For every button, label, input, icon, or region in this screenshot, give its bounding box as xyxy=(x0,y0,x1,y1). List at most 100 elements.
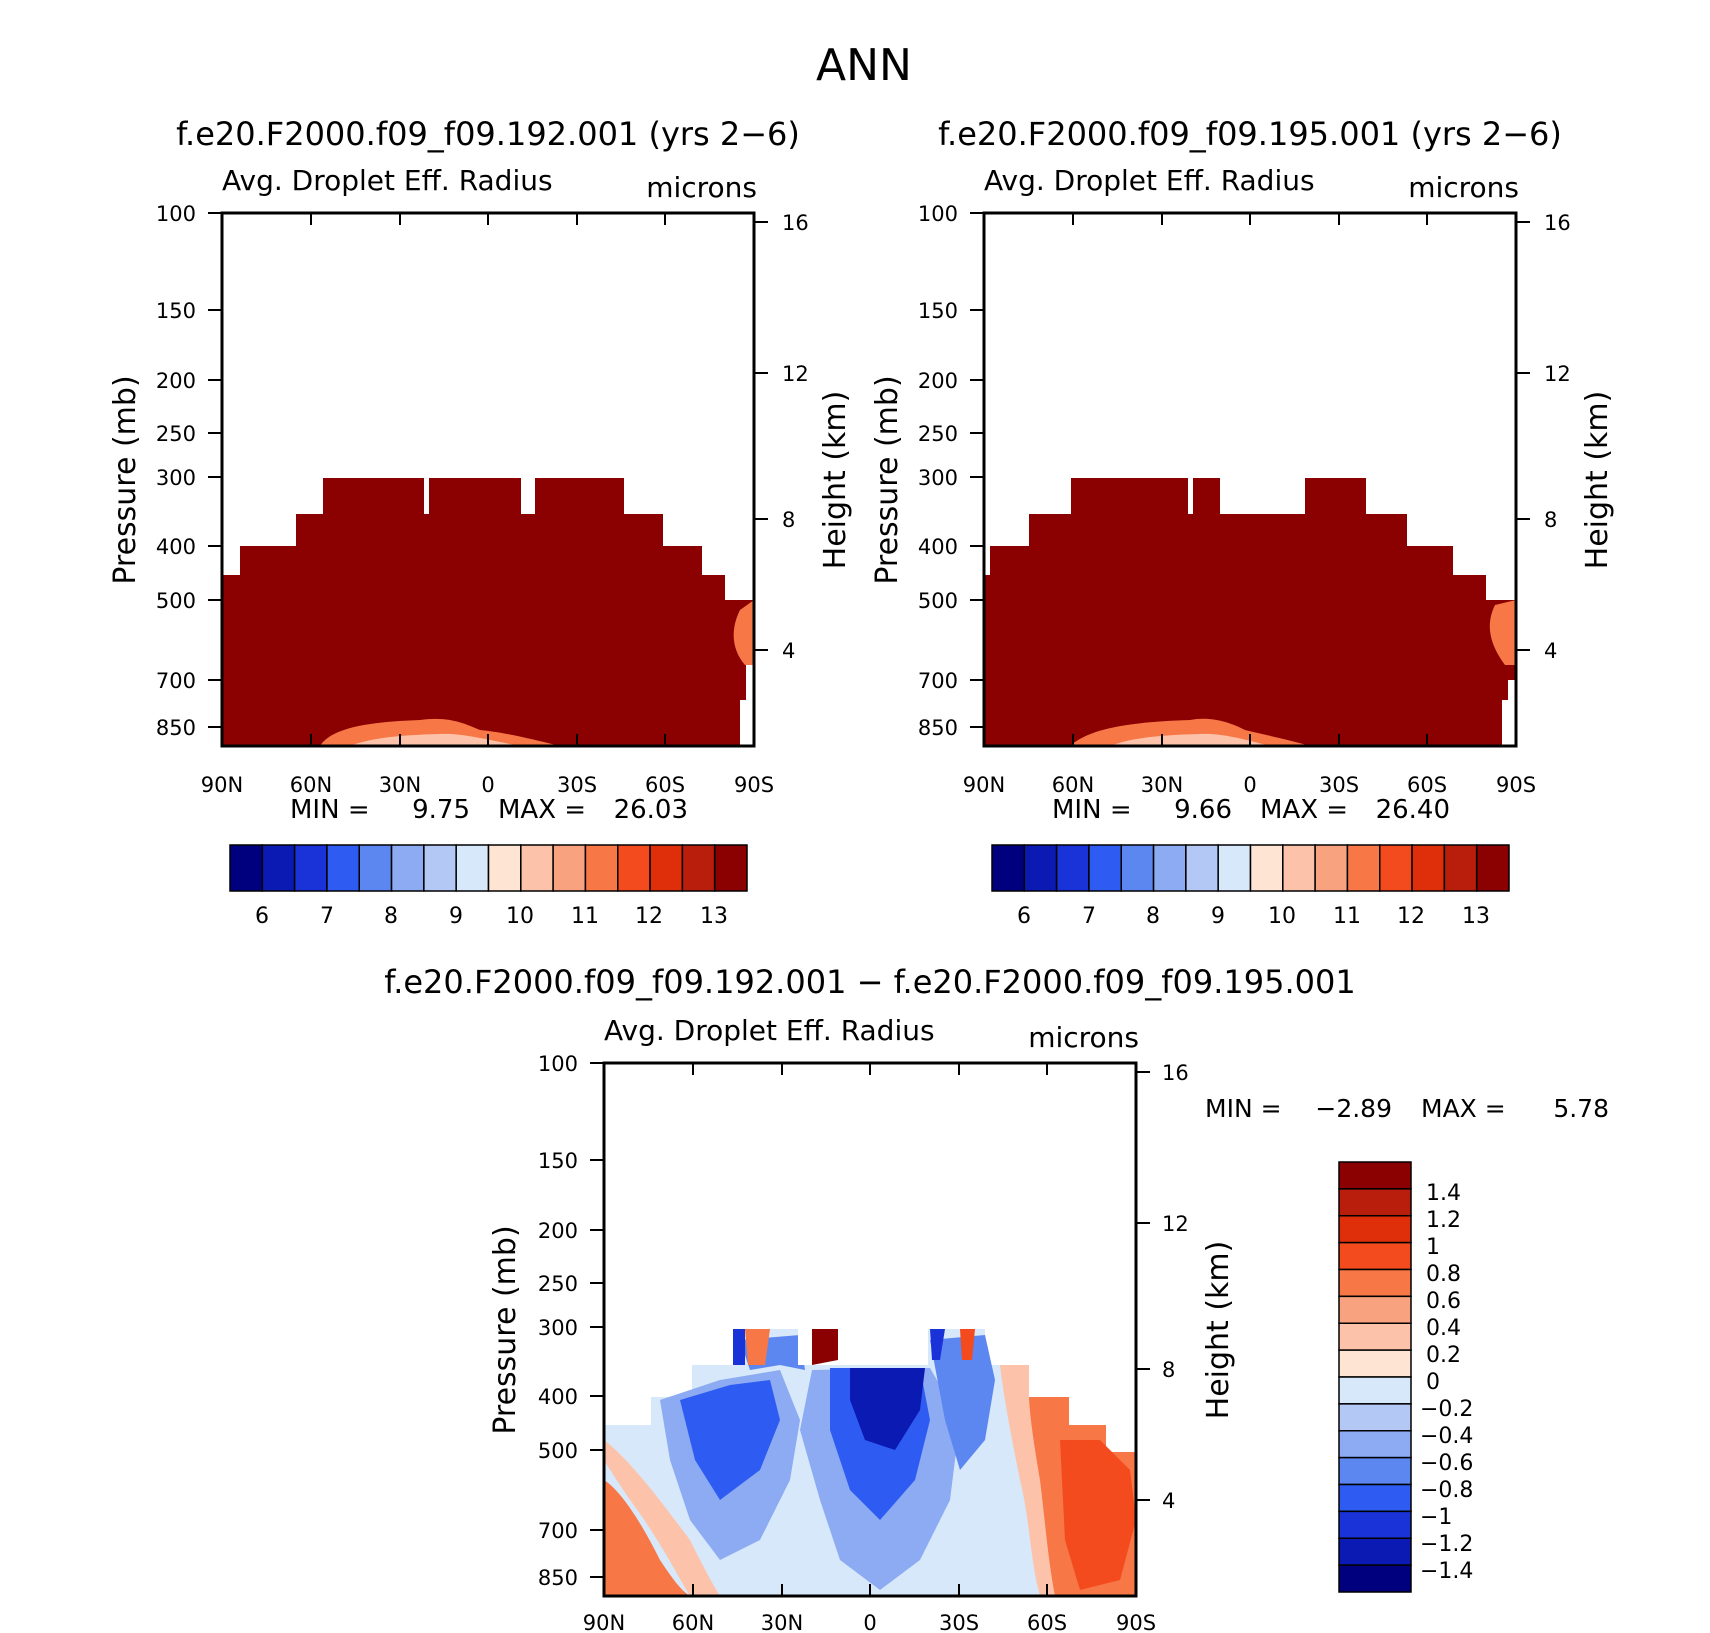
variable-label: Avg. Droplet Eff. Radius xyxy=(604,1014,935,1047)
colorbar-label: −0.2 xyxy=(1420,1397,1473,1422)
y-tick: 100 xyxy=(156,202,196,226)
colorbar-label: 13 xyxy=(1462,904,1490,929)
x-tick: 30S xyxy=(1319,773,1359,797)
colorbar xyxy=(1338,1161,1412,1593)
y-tick: 300 xyxy=(538,1316,578,1340)
colorbar xyxy=(229,844,748,892)
y-axis-label: Pressure (mb) xyxy=(488,1225,523,1434)
colorbar-swatch xyxy=(1338,1510,1412,1539)
units-label: microns xyxy=(1408,171,1519,204)
x-tick: 90N xyxy=(201,773,243,797)
edge-shading xyxy=(1489,600,1516,665)
x-tick-labels: 90N 60N 30N 0 30S 60S 90S xyxy=(583,1611,1156,1633)
x-tick: 60N xyxy=(1052,773,1094,797)
colorbar-label: 12 xyxy=(635,904,663,929)
y-tick: 400 xyxy=(156,535,196,559)
panel-diff: f.e20.F2000.f09_f09.192.001 − f.e20.F200… xyxy=(384,963,1609,1633)
max-value: 26.40 xyxy=(1376,795,1450,825)
figure-title: ANN xyxy=(816,40,912,91)
colorbar-swatch xyxy=(1379,844,1413,892)
y2-tick: 12 xyxy=(782,362,809,386)
colorbar-swatch xyxy=(1338,1483,1412,1513)
colorbar-swatch xyxy=(649,844,684,892)
y-tick: 500 xyxy=(918,589,958,613)
x-ticks xyxy=(310,213,666,746)
y-tick-labels: 100 150 200 250 300 400 500 700 850 xyxy=(156,202,196,740)
y2-tick: 12 xyxy=(1544,362,1571,386)
min-label: MIN = xyxy=(290,795,370,825)
colorbar-label: 7 xyxy=(1082,904,1096,929)
x-tick: 30S xyxy=(557,773,597,797)
colorbar-label: 9 xyxy=(449,904,463,929)
panel-title: f.e20.F2000.f09_f09.192.001 (yrs 2−6) xyxy=(176,115,800,153)
max-label: MAX = xyxy=(498,795,586,825)
max-label: MAX = xyxy=(1260,795,1348,825)
diff-top-spike xyxy=(745,1329,770,1365)
x-tick-labels: 90N 60N 30N 0 30S 60S 90S xyxy=(963,773,1536,797)
plot-area xyxy=(604,1329,1136,1596)
y-tick-labels: 100 150 200 250 300 400 500 700 850 xyxy=(538,1052,578,1590)
colorbar-label: 10 xyxy=(1268,904,1296,929)
diff-top-spike xyxy=(930,1329,945,1360)
colorbar-label: −1.2 xyxy=(1420,1532,1473,1557)
colorbar-swatch xyxy=(1338,1241,1412,1271)
y-tick: 200 xyxy=(918,369,958,393)
colorbar-label: 1 xyxy=(1426,1235,1440,1260)
edge-shading xyxy=(733,600,754,665)
colorbar-label: 0 xyxy=(1426,1370,1440,1395)
colorbar-label: 0.8 xyxy=(1426,1262,1461,1287)
min-value: 9.66 xyxy=(1174,795,1232,825)
y-tick: 300 xyxy=(918,466,958,490)
y-tick: 400 xyxy=(538,1385,578,1409)
y-tick: 850 xyxy=(538,1566,578,1590)
y2-axis-label: Height (km) xyxy=(1580,391,1615,570)
field-fill xyxy=(222,478,754,746)
y2-tick: 8 xyxy=(1544,508,1557,532)
diff-top-spike xyxy=(733,1329,745,1365)
colorbar-label: 8 xyxy=(384,904,398,929)
colorbar-label: −1 xyxy=(1420,1505,1452,1530)
colorbar-label: 9 xyxy=(1211,904,1225,929)
y-tick: 250 xyxy=(918,422,958,446)
field-fill xyxy=(984,478,1516,746)
x-tick: 60S xyxy=(645,773,685,797)
colorbar-label: −1.4 xyxy=(1420,1559,1473,1584)
colorbar-label: 8 xyxy=(1146,904,1160,929)
colorbar-swatch xyxy=(1443,844,1478,892)
y2-tick-labels: 16 12 8 4 xyxy=(1162,1061,1189,1513)
y-tick: 400 xyxy=(918,535,958,559)
colorbar-swatch xyxy=(423,844,457,892)
diff-cool-patch xyxy=(930,1335,995,1470)
colorbar-swatch xyxy=(1338,1430,1412,1459)
y-tick: 100 xyxy=(538,1052,578,1076)
colorbar-swatch xyxy=(552,844,587,892)
y-tick: 700 xyxy=(538,1519,578,1543)
colorbar-swatch xyxy=(1411,844,1446,892)
y-tick: 250 xyxy=(538,1272,578,1296)
y-tick: 300 xyxy=(156,466,196,490)
y2-tick-labels: 16 12 8 4 xyxy=(782,211,809,663)
diff-top-white xyxy=(798,1329,812,1365)
colorbar-label: 10 xyxy=(506,904,534,929)
min-label: MIN = xyxy=(1052,795,1132,825)
warm-band-shading-inner xyxy=(350,733,520,746)
colorbar-label: −0.4 xyxy=(1420,1424,1473,1449)
min-label: MIN = xyxy=(1205,1094,1282,1123)
y-ticks xyxy=(970,212,984,728)
colorbar-label: 1.2 xyxy=(1426,1208,1461,1233)
y-tick: 500 xyxy=(538,1439,578,1463)
max-label: MAX = xyxy=(1421,1094,1506,1123)
y-axis-label: Pressure (mb) xyxy=(870,375,905,584)
colorbar-swatch xyxy=(1088,844,1122,892)
units-label: microns xyxy=(646,171,757,204)
x-tick: 90S xyxy=(1496,773,1536,797)
colorbar-swatch xyxy=(991,844,1026,892)
y2-tick: 4 xyxy=(1544,639,1557,663)
plot-area xyxy=(984,478,1516,746)
colorbar-swatch xyxy=(1217,844,1252,892)
diff-top-spike xyxy=(960,1329,975,1360)
colorbar-label: 7 xyxy=(320,904,334,929)
diff-top-spike xyxy=(812,1329,838,1365)
y2-ticks xyxy=(1516,221,1530,651)
colorbar-swatch xyxy=(1055,844,1090,892)
